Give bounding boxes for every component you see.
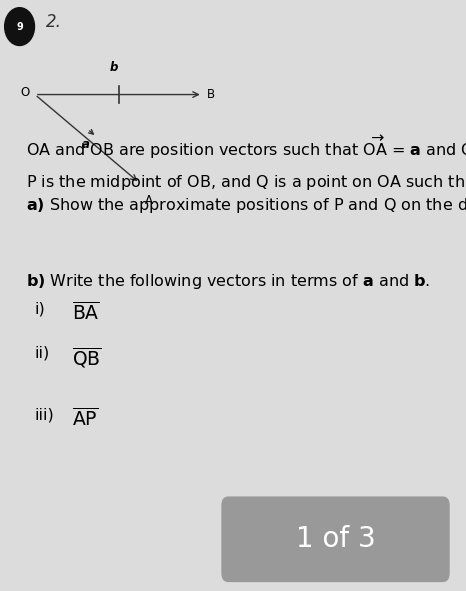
Text: i): i) (35, 301, 46, 316)
Text: P is the midpoint of OB, and Q is a point on OA such that $\overrightarrow{\rm O: P is the midpoint of OB, and Q is a poin… (26, 165, 466, 197)
Text: 9: 9 (16, 22, 23, 31)
Circle shape (5, 8, 34, 46)
Text: $\overline{\rm QB}$: $\overline{\rm QB}$ (72, 346, 102, 369)
Text: A: A (144, 194, 152, 207)
Text: iii): iii) (35, 408, 55, 423)
FancyBboxPatch shape (221, 496, 450, 582)
Text: $\mathbf{b)}$ Write the following vectors in terms of $\mathbf{a}$ and $\mathbf{: $\mathbf{b)}$ Write the following vector… (26, 272, 430, 291)
Text: 1 of 3: 1 of 3 (295, 525, 376, 553)
Text: $\overline{\rm AP}$: $\overline{\rm AP}$ (72, 408, 98, 430)
Text: $\overline{\rm BA}$: $\overline{\rm BA}$ (72, 301, 100, 323)
Text: OA and OB are position vectors such that $\overrightarrow{\rm OA}$ = $\mathbf{a}: OA and OB are position vectors such that… (26, 133, 466, 161)
Text: b: b (110, 61, 118, 74)
Text: $\mathbf{a)}$ Show the approximate positions of P and Q on the diagram.: $\mathbf{a)}$ Show the approximate posit… (26, 196, 466, 215)
Text: B: B (207, 88, 215, 101)
Text: ii): ii) (35, 346, 50, 361)
Text: a: a (82, 138, 90, 151)
Text: O: O (20, 86, 29, 99)
Text: 2.: 2. (46, 13, 62, 31)
